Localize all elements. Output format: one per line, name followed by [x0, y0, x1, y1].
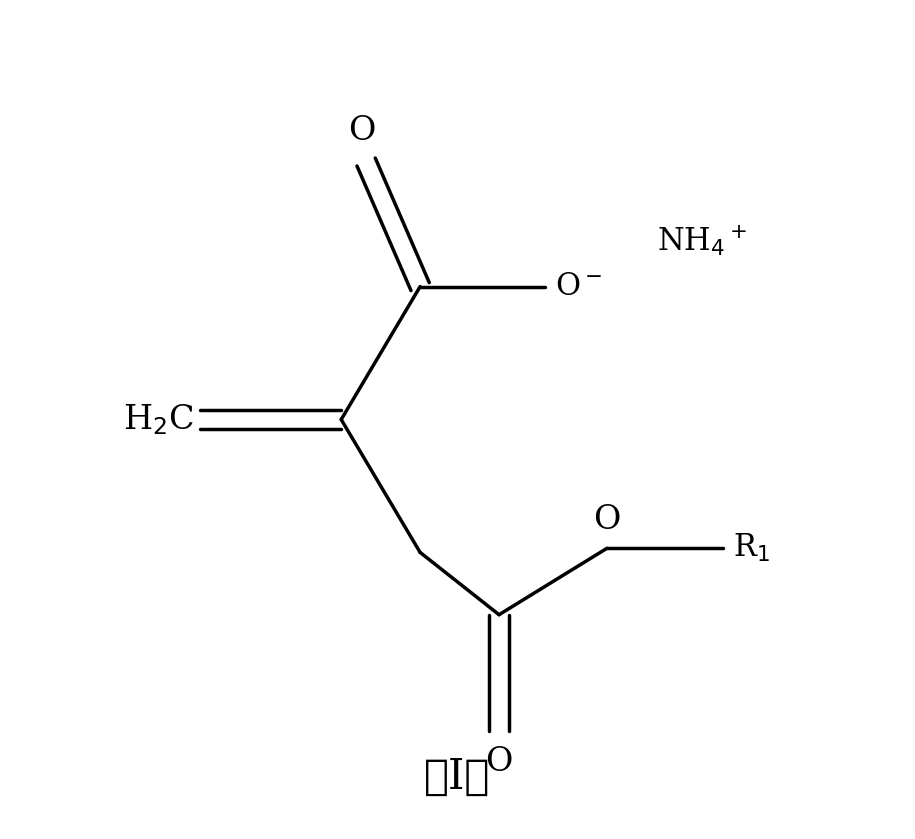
Text: O: O: [593, 503, 620, 536]
Text: NH$_4$$^+$: NH$_4$$^+$: [657, 224, 747, 258]
Text: H$_2$C: H$_2$C: [123, 402, 193, 437]
Text: O$^-$: O$^-$: [554, 271, 602, 302]
Text: （I）: （I）: [425, 756, 490, 798]
Text: R$_1$: R$_1$: [733, 532, 770, 565]
Text: O: O: [349, 115, 376, 147]
Text: O: O: [485, 746, 512, 778]
